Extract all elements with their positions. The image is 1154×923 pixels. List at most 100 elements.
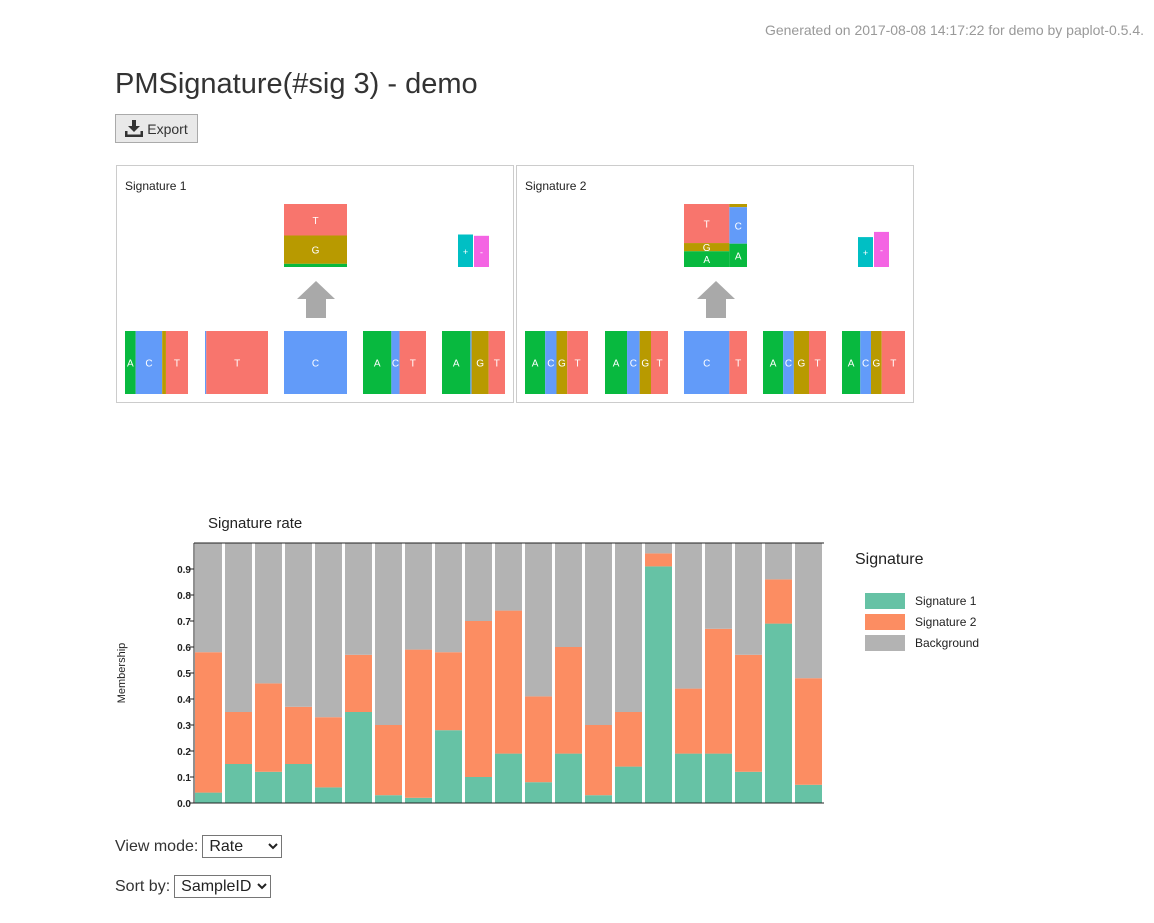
legend-swatch-signature-2 (865, 614, 905, 630)
flank-base-label: A (770, 359, 777, 370)
y-tick-label: 0.0 (177, 799, 191, 810)
bar-signature-1-sample-10 (465, 777, 492, 803)
flank-base-label: C (312, 359, 319, 370)
substitution-base-a (684, 251, 730, 267)
signature-title: Signature 2 (525, 179, 587, 193)
bar-signature-2-sample-2 (225, 712, 252, 764)
mutation-arrow-icon (697, 281, 735, 318)
bar-signature-1-sample-6 (345, 712, 372, 803)
flank-1-base-t (165, 331, 188, 394)
bar-signature-1-sample-19 (735, 771, 762, 803)
flank-base-label: C (785, 359, 792, 370)
substitution-base-t (284, 204, 347, 236)
legend-title: Signature (855, 551, 924, 568)
flank-1-base-a (125, 331, 136, 394)
flank-base-label: T (410, 359, 416, 370)
flank-4-base-t (399, 331, 426, 394)
bar-signature-1-sample-8 (405, 797, 432, 803)
bar-signature-2-sample-15 (615, 712, 642, 767)
y-tick-label: 0.3 (177, 721, 191, 732)
y-tick-label: 0.1 (177, 773, 191, 784)
flank-base-label: T (234, 359, 240, 370)
bar-background-sample-3 (255, 543, 282, 684)
flank-1-base-t (567, 331, 588, 394)
bar-background-sample-21 (795, 543, 822, 679)
flank-base-label: A (532, 359, 539, 370)
bar-signature-1-sample-21 (795, 784, 822, 803)
y-tick-label: 0.2 (177, 747, 191, 758)
bar-signature-2-sample-3 (255, 683, 282, 772)
bar-signature-1-sample-5 (315, 787, 342, 803)
page-title: PMSignature(#sig 3) - demo (115, 68, 478, 100)
bar-signature-1-sample-13 (555, 753, 582, 803)
bar-signature-1-sample-7 (375, 795, 402, 803)
y-tick-label: 0.4 (177, 695, 191, 706)
flank-2-base-g (639, 331, 651, 394)
bar-signature-2-sample-17 (675, 688, 702, 754)
y-tick-label: 0.7 (177, 617, 191, 628)
strand-minus-bar (474, 235, 489, 267)
substitution-base-label: A (703, 255, 710, 266)
flank-2-base-c (205, 331, 207, 394)
flank-5-base-c (860, 331, 871, 394)
y-tick-label: 0.5 (177, 669, 191, 680)
bar-signature-2-sample-16 (645, 553, 672, 567)
bar-background-sample-1 (195, 543, 222, 653)
y-tick-label: 0.8 (177, 591, 191, 602)
bar-signature-2-sample-4 (285, 706, 312, 764)
flank-base-label: A (613, 359, 620, 370)
substitution-base-g (284, 235, 347, 264)
bar-signature-2-sample-10 (465, 621, 492, 777)
flank-1-base-c (545, 331, 557, 394)
view-mode-select[interactable]: Rate (202, 835, 283, 858)
flank-3-base-c (684, 331, 730, 394)
bar-signature-2-sample-13 (555, 647, 582, 754)
bar-signature-1-sample-1 (195, 792, 222, 803)
bar-background-sample-9 (435, 543, 462, 653)
substitution-base-a (729, 243, 747, 267)
flank-base-label: C (392, 359, 399, 370)
strand-minus-label: - (880, 245, 883, 255)
substitution-base-label: T (704, 220, 710, 231)
signature-title: Signature 1 (125, 179, 187, 193)
bar-background-sample-4 (285, 543, 312, 707)
flank-base-label: T (814, 359, 820, 370)
bar-background-sample-7 (375, 543, 402, 725)
legend-swatch-background (865, 635, 905, 651)
bar-background-sample-11 (495, 543, 522, 611)
bar-signature-1-sample-15 (615, 766, 642, 803)
flank-base-label: C (547, 359, 554, 370)
flank-base-label: G (798, 359, 806, 370)
y-tick-label: 0.6 (177, 643, 191, 654)
flank-5-base-t (881, 331, 905, 394)
bar-signature-1-sample-11 (495, 753, 522, 803)
y-axis-label: Membership (116, 643, 128, 704)
bar-signature-2-sample-20 (765, 579, 792, 624)
substitution-base-c (729, 207, 747, 244)
flank-3-base-t (729, 331, 747, 394)
view-mode-control: View mode: Rate (115, 835, 283, 858)
substitution-base-g (684, 243, 730, 252)
bar-signature-2-sample-7 (375, 725, 402, 796)
bar-background-sample-5 (315, 543, 342, 718)
mutation-arrow-icon (297, 281, 335, 318)
sort-by-label: Sort by: (115, 877, 171, 895)
bar-background-sample-10 (465, 543, 492, 621)
signature-1-panel: Signature 1 A C T T C A C T A G T T G + - (116, 165, 514, 403)
bar-signature-1-sample-12 (525, 782, 552, 803)
export-label: Export (147, 120, 188, 137)
bar-background-sample-2 (225, 543, 252, 712)
substitution-base-label: G (312, 246, 320, 257)
flank-base-label: G (641, 359, 649, 370)
bar-signature-2-sample-18 (705, 628, 732, 754)
flank-base-label: T (174, 359, 180, 370)
flank-base-label: G (558, 359, 566, 370)
flank-1-base-a (525, 331, 546, 394)
export-button[interactable]: Export (115, 114, 198, 143)
flank-base-label: C (630, 359, 637, 370)
flank-2-base-t (206, 331, 268, 394)
substitution-base-g (729, 204, 747, 208)
bar-background-sample-12 (525, 543, 552, 697)
flank-5-base-t (488, 331, 505, 394)
sort-by-select[interactable]: SampleID (174, 875, 272, 898)
